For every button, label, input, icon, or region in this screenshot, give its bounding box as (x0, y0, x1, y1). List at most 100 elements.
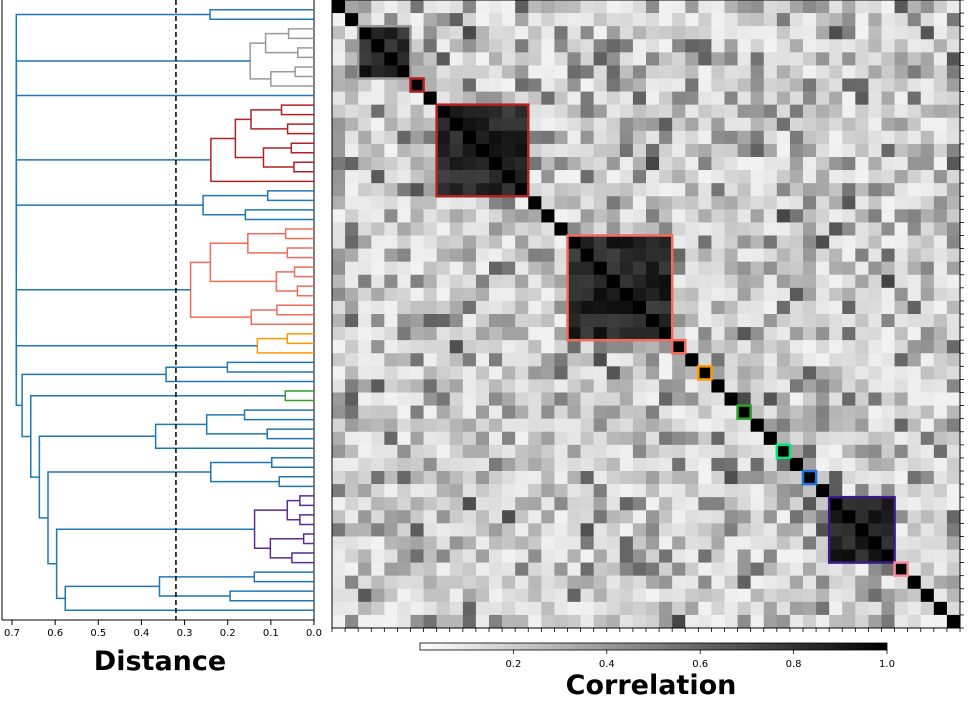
dendrogram-link (291, 552, 314, 564)
heatmap-cell (698, 418, 712, 433)
heatmap-cell (554, 392, 568, 406)
heatmap-cell (632, 340, 647, 354)
heatmap-cell (371, 523, 385, 537)
heatmap-cell (515, 536, 529, 550)
heatmap-cell (332, 327, 346, 341)
heatmap-cell (528, 65, 542, 79)
heatmap-cell (449, 248, 464, 262)
dendrogram-link (286, 499, 300, 521)
heatmap-cell (528, 157, 542, 171)
heatmap-cell (449, 379, 464, 393)
heatmap-cell (789, 91, 804, 105)
heatmap-cell (829, 261, 843, 276)
heatmap-cell (606, 614, 621, 629)
heatmap-cell (593, 366, 608, 380)
heatmap-cell (907, 274, 922, 289)
heatmap-cell (855, 287, 869, 302)
heatmap-cell (423, 300, 437, 315)
heatmap-cell (789, 300, 804, 315)
heatmap-cell (567, 222, 581, 236)
heatmap-cell (894, 235, 908, 249)
heatmap-cell (449, 170, 464, 184)
heatmap-cell (358, 274, 372, 289)
heatmap-cell (358, 143, 372, 158)
heatmap-cell (646, 0, 660, 14)
heatmap-cell (894, 536, 908, 550)
heatmap-cell (332, 104, 346, 119)
heatmap-cell (371, 614, 385, 629)
heatmap-cell (659, 52, 673, 66)
heatmap-cell (659, 13, 673, 27)
heatmap-cell (502, 353, 516, 367)
heatmap-cell (737, 392, 751, 406)
heatmap-cell (829, 26, 843, 40)
heatmap-cell (541, 614, 555, 629)
heatmap-cell (332, 614, 346, 629)
heatmap-cell (580, 327, 594, 341)
heatmap-cell (619, 366, 634, 380)
heatmap-cell (803, 287, 817, 302)
dendrogram-link (287, 28, 314, 40)
heatmap-cell (475, 614, 490, 629)
heatmap-cell (515, 287, 529, 302)
heatmap-cell (475, 26, 490, 40)
heatmap-cell (384, 209, 398, 223)
heatmap-cell (881, 91, 895, 105)
heatmap-cell (593, 222, 608, 236)
heatmap-cell (593, 536, 608, 550)
heatmap-cell (672, 39, 686, 53)
heatmap-cell (436, 235, 451, 249)
heatmap-cell (816, 536, 830, 550)
heatmap-cell (933, 222, 948, 236)
heatmap-cell (489, 523, 503, 537)
heatmap-cell (920, 52, 935, 66)
heatmap-cell (541, 117, 555, 132)
heatmap-cell (646, 52, 660, 66)
heatmap-cell (475, 379, 490, 393)
heatmap-cell (423, 183, 437, 197)
heatmap-cell (345, 235, 359, 249)
heatmap-cell (567, 366, 581, 380)
heatmap-cell (789, 536, 804, 550)
heatmap-cell (515, 183, 529, 197)
heatmap-cell (371, 497, 385, 511)
heatmap-cell (646, 379, 660, 393)
heatmap-cell (646, 405, 660, 419)
heatmap-cell (737, 52, 751, 66)
heatmap-cell (855, 104, 869, 119)
heatmap-cell (711, 510, 725, 524)
heatmap-cell (489, 39, 503, 53)
heatmap-cell (410, 601, 424, 616)
heatmap-cell (567, 130, 581, 145)
heatmap-cell (541, 143, 555, 158)
heatmap-cell (789, 26, 804, 40)
heatmap-cell (946, 431, 961, 446)
heatmap-cell (685, 418, 699, 433)
heatmap-cell (894, 444, 908, 459)
heatmap-cell (567, 235, 581, 249)
heatmap-cell (646, 78, 660, 92)
heatmap-cell (868, 444, 882, 459)
heatmap-cell (619, 0, 634, 14)
heatmap-cell (829, 588, 843, 603)
heatmap-cell (528, 457, 542, 472)
heatmap-cell (502, 340, 516, 354)
heatmap-cell (489, 183, 503, 197)
heatmap-cell (410, 418, 424, 433)
heatmap-cell (384, 471, 398, 485)
heatmap-cell (946, 78, 961, 92)
heatmap-cell (410, 183, 424, 197)
heatmap-cell (920, 65, 935, 79)
heatmap-cell (711, 444, 725, 459)
heatmap-cell (397, 392, 411, 406)
heatmap-cell (619, 104, 634, 119)
heatmap-cell (816, 497, 830, 511)
heatmap-cell (829, 235, 843, 249)
heatmap-cell (750, 13, 765, 27)
heatmap-cell (894, 183, 908, 197)
heatmap-cell (894, 614, 908, 629)
heatmap-cell (933, 405, 948, 419)
heatmap-cell (423, 130, 437, 145)
heatmap-cell (750, 248, 765, 262)
heatmap-cell (659, 183, 673, 197)
